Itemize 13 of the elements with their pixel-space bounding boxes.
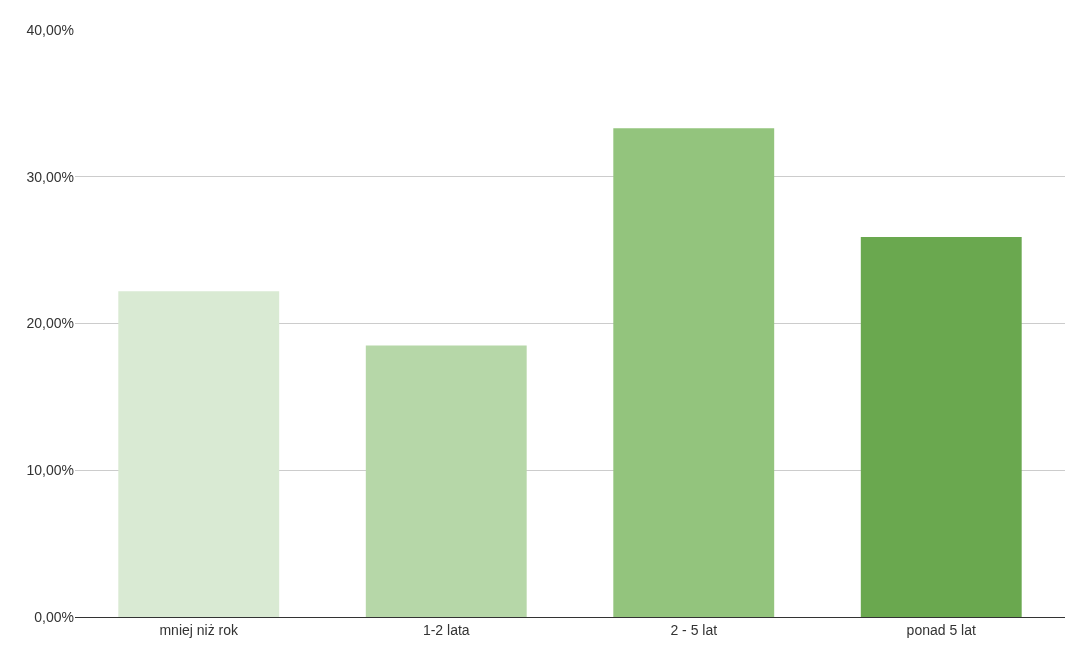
x-tick-label: mniej niż rok xyxy=(159,621,240,638)
bar xyxy=(365,345,527,617)
bar xyxy=(118,291,280,617)
y-tick-label: 20,00% xyxy=(26,315,74,332)
x-tick-label: ponad 5 lat xyxy=(906,621,976,638)
bar xyxy=(860,236,1022,617)
bar xyxy=(613,128,775,617)
y-tick-label: 30,00% xyxy=(26,168,74,185)
y-tick-label: 40,00% xyxy=(26,21,74,38)
y-tick-label: 0,00% xyxy=(34,608,74,625)
x-tick-label: 2 - 5 lat xyxy=(670,621,718,638)
x-tick-label: 1-2 lata xyxy=(422,621,470,638)
y-tick-label: 10,00% xyxy=(26,462,74,479)
